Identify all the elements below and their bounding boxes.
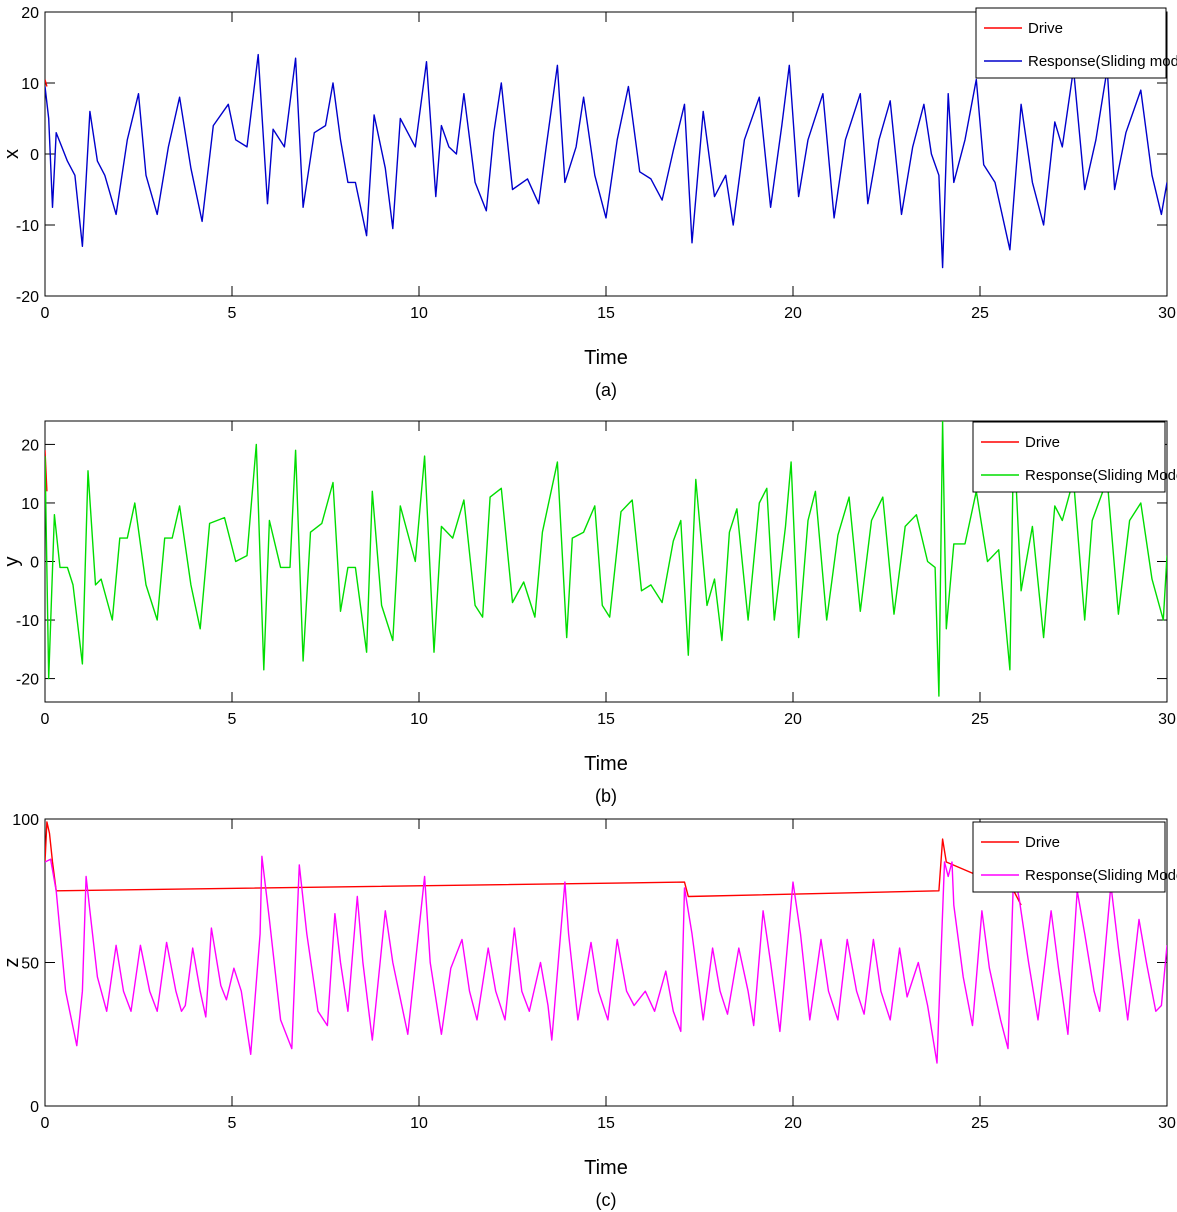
y-tick-label: -10 xyxy=(16,613,39,630)
y-tick-label: 100 xyxy=(12,812,39,829)
x-tick-label: 15 xyxy=(597,305,615,322)
legend-label-drive: Drive xyxy=(1025,434,1060,451)
x-tick-label: 5 xyxy=(228,1115,237,1132)
x-tick-label: 0 xyxy=(41,1115,50,1132)
x-tick-label: 10 xyxy=(410,305,428,322)
legend-label-response: Response(Sliding Mode) xyxy=(1025,467,1177,484)
legend-box xyxy=(975,7,1167,79)
y-tick-label: 0 xyxy=(30,555,39,572)
x-axis-label: Time xyxy=(584,753,628,775)
x-tick-label: 30 xyxy=(1158,305,1176,322)
x-tick-label: 15 xyxy=(597,711,615,728)
x-tick-label: 30 xyxy=(1158,1115,1176,1132)
panel-caption: (a) xyxy=(595,380,617,400)
legend: Drive Response(Sliding Mode) xyxy=(972,421,1177,493)
x-axis-label: Time xyxy=(584,1157,628,1179)
y-tick-label: 10 xyxy=(21,76,39,93)
y-tick-label: -10 xyxy=(16,218,39,235)
y-tick-label: -20 xyxy=(16,289,39,306)
legend: Drive Response(Sliding Mode) xyxy=(972,821,1177,893)
y-axis-label: x xyxy=(1,149,23,159)
series-line-response xyxy=(45,421,1167,697)
x-tick-label: 0 xyxy=(41,711,50,728)
legend-label-drive: Drive xyxy=(1028,20,1063,37)
x-tick-label: 10 xyxy=(410,1115,428,1132)
x-tick-label: 20 xyxy=(784,711,802,728)
legend-label-response: Response(Sliding Mode) xyxy=(1025,867,1177,884)
panel-caption: (c) xyxy=(596,1190,617,1210)
x-tick-label: 0 xyxy=(41,305,50,322)
legend-label-drive: Drive xyxy=(1025,834,1060,851)
x-tick-label: 10 xyxy=(410,711,428,728)
chart-panel-1: 0 5 10 15 20 25 30 -20 -10 0 10 20 Time x (a) Drive Resp… xyxy=(1,5,1177,400)
series-line-response xyxy=(45,855,1167,1064)
y-tick-label: 0 xyxy=(30,1099,39,1116)
legend-box xyxy=(972,421,1166,493)
chart-panel-2: 0 5 10 15 20 25 30 -20 -10 0 10 20 Time y (b) Drive Resp… xyxy=(1,420,1177,806)
x-tick-label: 25 xyxy=(971,305,989,322)
x-tick-label: 25 xyxy=(971,1115,989,1132)
series-line-response xyxy=(45,53,1167,269)
y-tick-label: 10 xyxy=(21,496,39,513)
x-axis-label: Time xyxy=(584,347,628,369)
x-tick-label: 20 xyxy=(784,305,802,322)
y-tick-label: 50 xyxy=(21,956,39,973)
legend-label-response: Response(Sliding mode) xyxy=(1028,53,1177,70)
series-line-drive xyxy=(45,79,48,87)
y-tick-label: 20 xyxy=(21,5,39,22)
series-line-drive xyxy=(45,821,1022,906)
y-tick-label: -20 xyxy=(16,672,39,689)
y-axis-label: y xyxy=(1,557,23,567)
legend: Drive Response(Sliding mode) xyxy=(975,7,1177,79)
y-tick-label: 20 xyxy=(21,437,39,454)
chart-panel-3: 0 5 10 15 20 25 30 0 50 100 Time z (c) Drive Response(… xyxy=(1,812,1177,1210)
x-tick-label: 30 xyxy=(1158,711,1176,728)
panel-caption: (b) xyxy=(595,786,617,806)
x-tick-label: 15 xyxy=(597,1115,615,1132)
legend-box xyxy=(972,821,1166,893)
x-tick-label: 5 xyxy=(228,711,237,728)
y-axis-label: z xyxy=(1,958,23,968)
x-tick-label: 20 xyxy=(784,1115,802,1132)
x-tick-label: 5 xyxy=(228,305,237,322)
x-tick-label: 25 xyxy=(971,711,989,728)
y-tick-label: 0 xyxy=(30,147,39,164)
